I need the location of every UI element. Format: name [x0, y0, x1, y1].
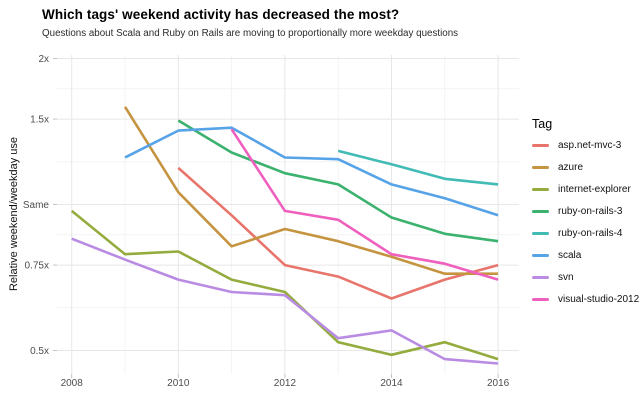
x-tick-label: 2008 — [61, 378, 84, 389]
y-tick-label: 0.5x — [30, 346, 49, 357]
x-tick-label: 2012 — [274, 378, 297, 389]
legend-item-scala: scala — [532, 250, 638, 261]
legend-swatch-scala — [532, 254, 549, 257]
legend-item-asp.net-mvc-3: asp.net-mvc-3 — [532, 140, 638, 151]
legend-item-ruby-on-rails-3: ruby-on-rails-3 — [532, 206, 638, 217]
series-line-asp.net-mvc-3 — [177, 166, 499, 300]
y-tick-label: 2x — [38, 54, 49, 65]
legend-swatch-asp.net-mvc-3 — [532, 144, 549, 147]
legend-swatch-visual-studio-2012 — [532, 298, 549, 301]
x-tick-label: 2014 — [380, 378, 403, 389]
chart-header: Which tags' weekend activity has decreas… — [42, 7, 630, 39]
series-line-svn — [71, 237, 499, 365]
legend-swatch-svn — [532, 276, 549, 279]
legend-swatch-internet-explorer — [532, 188, 549, 191]
legend-label: visual-studio-2012 — [558, 294, 640, 305]
series-line-internet-explorer — [70, 209, 499, 361]
series-line-scala — [124, 126, 499, 217]
x-tick-label: 2016 — [487, 378, 510, 389]
y-tick-label: 0.75x — [25, 261, 49, 272]
y-tick-label: 1.5x — [30, 115, 49, 126]
x-tick-label: 2010 — [167, 378, 190, 389]
legend-swatch-ruby-on-rails-3 — [532, 210, 549, 213]
legend-item-svn: svn — [532, 272, 638, 283]
legend-label: asp.net-mvc-3 — [558, 140, 622, 151]
legend-item-ruby-on-rails-4: ruby-on-rails-4 — [532, 228, 638, 239]
series-line-azure — [123, 106, 499, 276]
y-tick-label: Same — [23, 200, 50, 211]
legend-item-internet-explorer: internet-explorer — [532, 184, 638, 195]
legend-title: Tag — [532, 117, 553, 131]
legend-label: scala — [558, 250, 582, 261]
chart-title: Which tags' weekend activity has decreas… — [42, 7, 400, 22]
legend-items: asp.net-mvc-3 azure internet-explorer ruby-… — [532, 140, 640, 305]
legend-item-visual-studio-2012: visual-studio-2012 — [532, 294, 640, 305]
chart-subtitle: Questions about Scala and Ruby on Rails … — [42, 28, 459, 39]
legend-label: ruby-on-rails-3 — [558, 206, 623, 217]
series-line-ruby-on-rails-4 — [337, 149, 499, 186]
legend: Tag asp.net-mvc-3 azure internet-explorer r… — [532, 117, 640, 305]
series-line-ruby-on-rails-3 — [177, 119, 499, 243]
series-line-visual-studio-2012 — [230, 128, 499, 281]
legend-swatch-azure — [532, 166, 549, 169]
legend-label: svn — [558, 272, 574, 283]
legend-label: azure — [558, 162, 584, 173]
legend-label: internet-explorer — [558, 184, 631, 195]
legend-item-azure: azure — [532, 162, 638, 173]
legend-label: ruby-on-rails-4 — [558, 228, 623, 239]
legend-swatch-ruby-on-rails-4 — [532, 232, 549, 235]
